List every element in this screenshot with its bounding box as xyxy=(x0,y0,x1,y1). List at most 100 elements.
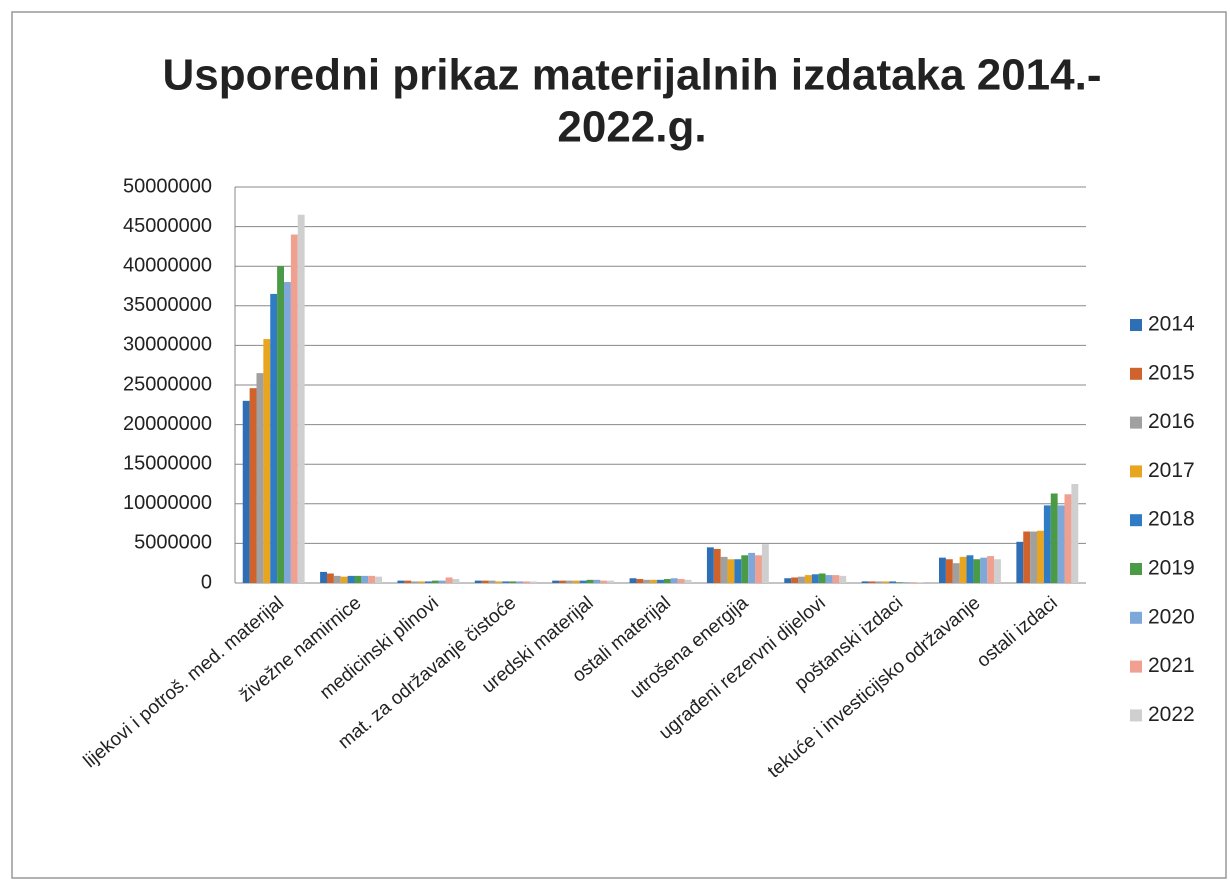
bar xyxy=(713,548,721,583)
bar xyxy=(424,581,432,583)
bar xyxy=(811,574,819,583)
legend-swatch xyxy=(1130,514,1142,527)
bar xyxy=(994,559,1001,583)
bar xyxy=(404,580,412,583)
bar xyxy=(882,581,890,583)
bar xyxy=(741,555,749,583)
bar xyxy=(354,575,362,583)
bar xyxy=(909,582,917,583)
x-tick-label: ostali izdaci xyxy=(973,593,1062,672)
legend-label: 2017 xyxy=(1148,459,1195,482)
legend-label: 2022 xyxy=(1148,703,1195,726)
y-tick-label: 30000000 xyxy=(123,334,212,356)
bar xyxy=(495,581,503,583)
y-tick-label: 50000000 xyxy=(123,175,212,197)
legend-label: 2021 xyxy=(1148,654,1195,677)
bar xyxy=(952,563,960,583)
bar xyxy=(959,556,967,583)
y-tick-label: 5000000 xyxy=(134,532,212,554)
bar xyxy=(706,547,714,583)
bar xyxy=(804,575,812,583)
bar xyxy=(509,581,517,583)
bar xyxy=(326,573,334,583)
bar xyxy=(657,579,664,583)
bar xyxy=(242,400,250,583)
bar xyxy=(290,234,298,583)
bar xyxy=(600,580,608,583)
bar xyxy=(818,573,826,583)
bar xyxy=(629,578,637,583)
legend-label: 2015 xyxy=(1148,361,1195,384)
y-tick-label: 0 xyxy=(201,571,212,593)
bar xyxy=(875,581,883,583)
bar xyxy=(488,580,496,583)
bar xyxy=(636,579,644,583)
bar xyxy=(529,581,537,583)
bar xyxy=(340,576,348,583)
bar xyxy=(1050,493,1058,583)
bar xyxy=(945,559,953,583)
bar xyxy=(987,556,995,583)
bar xyxy=(832,575,840,583)
bar xyxy=(431,580,439,583)
y-tick-label: 40000000 xyxy=(123,254,212,276)
y-tick-label: 25000000 xyxy=(123,373,212,395)
bar xyxy=(1071,484,1079,583)
bar xyxy=(593,579,601,583)
bar xyxy=(727,559,735,583)
legend-swatch xyxy=(1130,319,1142,331)
y-tick-label: 45000000 xyxy=(123,215,212,237)
bar xyxy=(256,373,264,583)
bar xyxy=(438,580,446,583)
bar xyxy=(445,577,453,583)
bar xyxy=(263,339,271,583)
bar xyxy=(474,580,482,583)
legend-label: 2018 xyxy=(1148,508,1195,531)
bar xyxy=(784,578,792,583)
bar xyxy=(973,559,981,583)
legend-swatch xyxy=(1130,465,1142,478)
bar xyxy=(1057,505,1065,583)
bar xyxy=(663,579,671,583)
bar xyxy=(565,580,573,583)
bar xyxy=(939,557,946,583)
bar xyxy=(552,580,560,583)
bar xyxy=(825,575,833,583)
chart-border xyxy=(11,11,1227,879)
bar xyxy=(283,282,291,583)
bar xyxy=(452,579,460,583)
bar xyxy=(572,580,580,583)
y-tick-label: 20000000 xyxy=(123,413,212,435)
y-tick-label: 15000000 xyxy=(123,452,212,474)
bar xyxy=(902,582,910,583)
legend-swatch xyxy=(1130,563,1142,575)
bar xyxy=(481,580,489,583)
legend-label: 2016 xyxy=(1148,410,1195,433)
bar xyxy=(916,582,924,583)
bar xyxy=(586,579,594,583)
bar xyxy=(889,581,897,583)
bar xyxy=(320,571,327,583)
bar xyxy=(720,556,728,583)
bar xyxy=(368,575,376,583)
bar xyxy=(643,579,651,583)
legend-label: 2019 xyxy=(1148,557,1195,580)
bar xyxy=(270,293,278,583)
legend-swatch xyxy=(1130,660,1142,673)
bar xyxy=(418,581,425,583)
legend-swatch xyxy=(1130,367,1142,380)
legend-swatch xyxy=(1130,416,1142,429)
bar xyxy=(579,580,587,583)
bar xyxy=(677,579,685,583)
chart-title: 2022.g. xyxy=(557,103,706,152)
bar xyxy=(966,555,974,583)
bar xyxy=(277,266,284,583)
bar xyxy=(249,388,257,583)
bar xyxy=(347,575,355,583)
bar xyxy=(411,581,419,583)
bar xyxy=(1043,505,1051,583)
y-tick-label: 10000000 xyxy=(123,492,212,514)
bar xyxy=(297,214,305,583)
y-tick-label: 35000000 xyxy=(123,294,212,316)
bar xyxy=(516,581,523,583)
